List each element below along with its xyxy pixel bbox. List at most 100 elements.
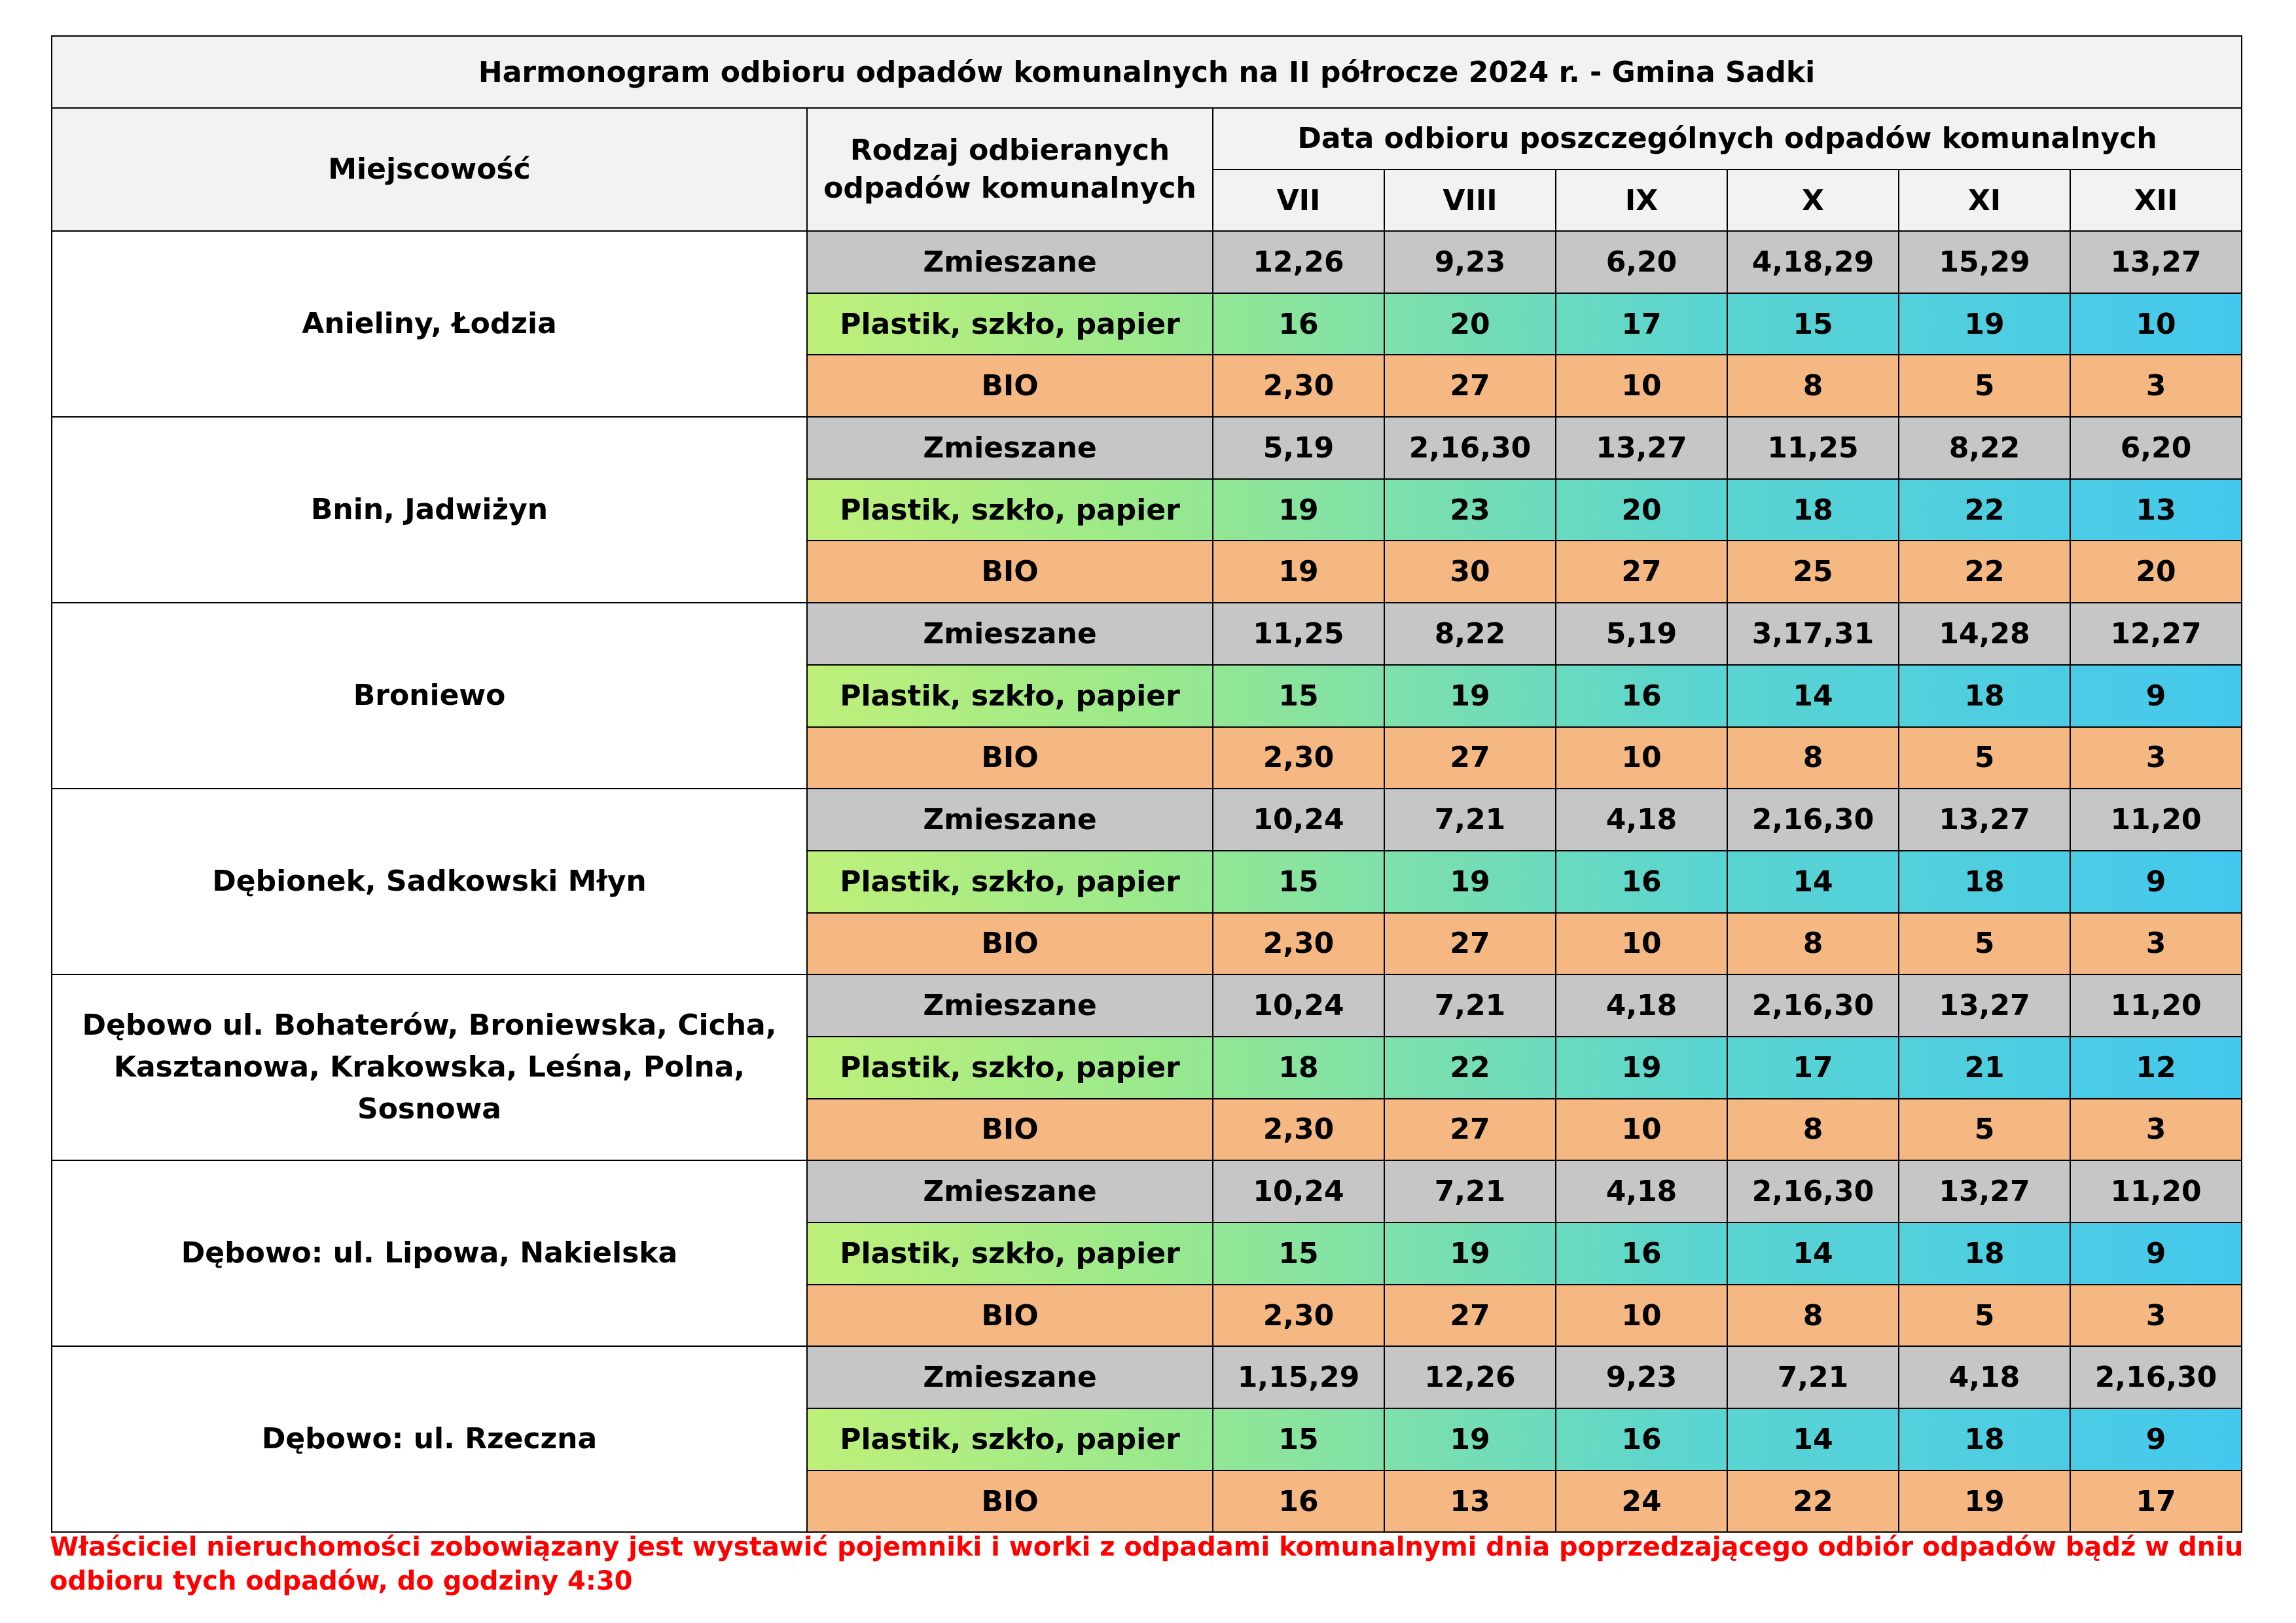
pickup-date-cell: 4,18 bbox=[1555, 1160, 1728, 1223]
pickup-date-cell: 11,25 bbox=[1727, 416, 1899, 480]
pickup-date-cell: 9 bbox=[2069, 1222, 2243, 1285]
pickup-date-cell: 2,30 bbox=[1212, 1283, 1385, 1347]
locality-cell: Dębowo: ul. Lipowa, Nakielska bbox=[51, 1160, 808, 1347]
waste-type-cell: Plastik, szkło, papier bbox=[806, 1035, 1213, 1099]
pickup-date-cell: 12,26 bbox=[1212, 230, 1385, 294]
waste-type-cell: Zmieszane bbox=[806, 1346, 1213, 1410]
notice-line: odbioru tych odpadów, do godziny 4:30 bbox=[50, 1566, 633, 1596]
waste-type-cell: Zmieszane bbox=[806, 1160, 1213, 1223]
pickup-date-cell: 3 bbox=[2069, 912, 2243, 976]
pickup-date-cell: 19 bbox=[1212, 540, 1385, 604]
waste-type-cell: Zmieszane bbox=[806, 602, 1213, 666]
pickup-date-cell: 27 bbox=[1384, 354, 1556, 418]
locality-cell: Dębowo: ul. Rzeczna bbox=[51, 1346, 808, 1533]
locality-name: Dębionek, Sadkowski Młyn bbox=[212, 865, 647, 899]
month-header-vii: VII bbox=[1212, 169, 1385, 232]
pickup-date-cell: 2,16,30 bbox=[1727, 1160, 1899, 1223]
pickup-date-cell: 14 bbox=[1727, 1222, 1899, 1285]
pickup-date-cell: 15 bbox=[1212, 849, 1385, 914]
pickup-date-cell: 16 bbox=[1555, 664, 1728, 728]
pickup-date-cell: 12 bbox=[2069, 1035, 2243, 1099]
pickup-date-cell: 8 bbox=[1727, 726, 1899, 790]
waste-type-cell: Plastik, szkło, papier bbox=[806, 849, 1213, 914]
locality-cell: Broniewo bbox=[51, 602, 808, 790]
pickup-date-cell: 19 bbox=[1384, 1408, 1556, 1471]
pickup-date-cell: 27 bbox=[1384, 912, 1556, 976]
pickup-date-cell: 2,16,30 bbox=[1384, 416, 1556, 480]
months-header-row: VII VIII IX X XI XII bbox=[52, 169, 2243, 232]
pickup-date-cell: 4,18 bbox=[1555, 788, 1728, 851]
pickup-date-cell: 19 bbox=[1555, 1035, 1728, 1099]
pickup-date-cell: 20 bbox=[1384, 292, 1556, 356]
pickup-date-cell: 13,27 bbox=[1898, 788, 2071, 851]
pickup-date-cell: 11,20 bbox=[2069, 1160, 2243, 1223]
pickup-date-cell: 15 bbox=[1212, 1222, 1385, 1285]
pickup-date-cell: 2,16,30 bbox=[1727, 788, 1899, 851]
schedule-row-mixed: Dębowo ul. Bohaterów, Broniewska, Cicha,… bbox=[51, 974, 2243, 1162]
pickup-date-cell: 15 bbox=[1212, 1408, 1385, 1471]
pickup-date-cell: 19 bbox=[1212, 478, 1385, 542]
month-header-viii: VIII bbox=[1384, 169, 1556, 232]
pickup-date-cell: 2,30 bbox=[1212, 912, 1385, 976]
pickup-date-cell: 18 bbox=[1898, 849, 2071, 914]
locality-cell: Anieliny, Łodzia bbox=[51, 230, 808, 418]
pickup-date-cell: 14 bbox=[1727, 664, 1899, 728]
title-row: Harmonogram odbioru odpadów komunalnych … bbox=[50, 35, 2243, 109]
pickup-date-cell: 6,20 bbox=[1555, 230, 1728, 294]
pickup-date-cell: 16 bbox=[1555, 1222, 1728, 1285]
pickup-date-cell: 7,21 bbox=[1384, 788, 1556, 851]
schedule-body: Anieliny, Łodzia Zmieszane 12,26 9,23 6,20 4,… bbox=[51, 230, 2243, 1533]
pickup-date-cell: 2,16,30 bbox=[1727, 974, 1899, 1037]
pickup-date-cell: 17 bbox=[2069, 1469, 2243, 1533]
pickup-date-cell: 13,27 bbox=[2069, 230, 2243, 294]
pickup-date-cell: 5 bbox=[1898, 726, 2071, 790]
pickup-date-cell: 14 bbox=[1727, 1408, 1899, 1471]
pickup-date-cell: 20 bbox=[2069, 540, 2243, 604]
pickup-date-cell: 22 bbox=[1898, 540, 2071, 604]
month-header-ix: IX bbox=[1555, 169, 1728, 232]
waste-type-cell: BIO bbox=[806, 540, 1213, 604]
pickup-date-cell: 27 bbox=[1384, 726, 1556, 790]
waste-type-cell: Plastik, szkło, papier bbox=[806, 1408, 1213, 1471]
pickup-date-cell: 2,16,30 bbox=[2069, 1346, 2243, 1410]
waste-type-column-header: Rodzaj odbieranych odpadów komunalnych bbox=[806, 107, 1213, 232]
waste-type-cell: BIO bbox=[806, 354, 1213, 418]
pickup-date-cell: 13 bbox=[1384, 1469, 1556, 1533]
waste-type-cell: Plastik, szkło, papier bbox=[806, 478, 1213, 542]
pickup-date-cell: 19 bbox=[1898, 1469, 2071, 1533]
pickup-date-cell: 9 bbox=[2069, 664, 2243, 728]
pickup-date-cell: 10,24 bbox=[1212, 1160, 1385, 1223]
locality-name: Dębowo ul. Bohaterów, Broniewska, Cicha, bbox=[82, 1008, 777, 1043]
pickup-date-cell: 22 bbox=[1898, 478, 2071, 542]
place-column-header: Miejscowość bbox=[51, 107, 808, 232]
pickup-date-cell: 8,22 bbox=[1384, 602, 1556, 666]
pickup-date-cell: 30 bbox=[1384, 540, 1556, 604]
pickup-date-cell: 15,29 bbox=[1898, 230, 2071, 294]
pickup-date-cell: 19 bbox=[1898, 292, 2071, 356]
pickup-date-cell: 21 bbox=[1898, 1035, 2071, 1099]
waste-type-cell: Zmieszane bbox=[806, 788, 1213, 851]
pickup-date-cell: 5,19 bbox=[1212, 416, 1385, 480]
pickup-date-cell: 7,21 bbox=[1727, 1346, 1899, 1410]
pickup-date-cell: 7,21 bbox=[1384, 974, 1556, 1037]
pickup-date-cell: 6,20 bbox=[2069, 416, 2243, 480]
pickup-date-cell: 10,24 bbox=[1212, 974, 1385, 1037]
pickup-date-cell: 4,18,29 bbox=[1727, 230, 1899, 294]
pickup-date-cell: 5 bbox=[1898, 1097, 2071, 1162]
pickup-date-cell: 5 bbox=[1898, 354, 2071, 418]
waste-type-cell: BIO bbox=[806, 1097, 1213, 1162]
locality-name: Kasztanowa, Krakowska, Leśna, Polna, Sos… bbox=[113, 1050, 745, 1126]
pickup-date-cell: 12,26 bbox=[1384, 1346, 1556, 1410]
locality-cell: Dębionek, Sadkowski Młyn bbox=[51, 788, 808, 976]
pickup-date-cell: 7,21 bbox=[1384, 1160, 1556, 1223]
schedule-row-plastic: Plastik, szkło, papier 16 20 17 15 19 10 bbox=[52, 292, 2243, 356]
pickup-date-cell: 4,18 bbox=[1555, 974, 1728, 1037]
pickup-date-cell: 15 bbox=[1212, 664, 1385, 728]
pickup-date-cell: 18 bbox=[1212, 1035, 1385, 1099]
pickup-date-cell: 17 bbox=[1727, 1035, 1899, 1099]
pickup-date-cell: 16 bbox=[1212, 1469, 1385, 1533]
pickup-date-cell: 10 bbox=[1555, 1283, 1728, 1347]
pickup-date-cell: 9,23 bbox=[1384, 230, 1556, 294]
pickup-date-cell: 27 bbox=[1555, 540, 1728, 604]
pickup-date-cell: 19 bbox=[1384, 1222, 1556, 1285]
